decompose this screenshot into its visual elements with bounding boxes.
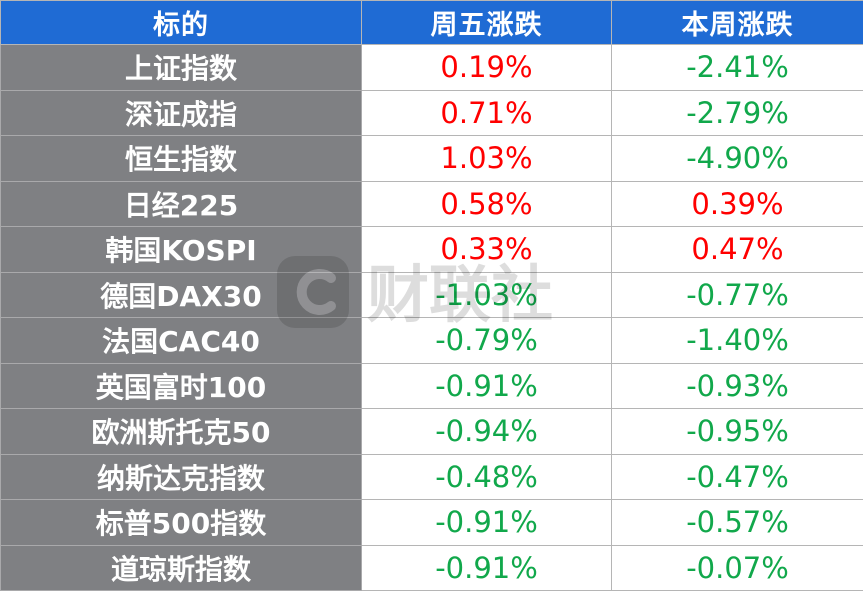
friday-change: 0.19%: [361, 44, 612, 91]
friday-change: 1.03%: [361, 135, 612, 182]
index-name: 英国富时100: [0, 362, 362, 409]
friday-change: 0.58%: [361, 180, 612, 227]
table-row: 韩国KOSPI 0.33% 0.47%: [0, 226, 863, 273]
friday-change: -1.03%: [361, 271, 612, 318]
header-week-change: 本周涨跌: [611, 0, 863, 45]
index-name: 深证成指: [0, 89, 362, 136]
friday-change: 0.71%: [361, 89, 612, 136]
week-change: -1.40%: [611, 317, 863, 364]
week-change: -2.79%: [611, 89, 863, 136]
table-header: 标的 周五涨跌 本周涨跌: [0, 0, 863, 45]
index-name: 法国CAC40: [0, 317, 362, 364]
index-name: 欧洲斯托克50: [0, 408, 362, 455]
table-row: 上证指数 0.19% -2.41%: [0, 44, 863, 91]
index-name: 标普500指数: [0, 499, 362, 546]
index-name: 纳斯达克指数: [0, 453, 362, 500]
index-name: 德国DAX30: [0, 271, 362, 318]
header-row: 标的 周五涨跌 本周涨跌: [0, 0, 863, 45]
index-name: 上证指数: [0, 44, 362, 91]
friday-change: -0.79%: [361, 317, 612, 364]
friday-change: -0.48%: [361, 453, 612, 500]
index-name: 恒生指数: [0, 135, 362, 182]
header-name: 标的: [0, 0, 362, 45]
week-change: -0.93%: [611, 362, 863, 409]
week-change: -2.41%: [611, 44, 863, 91]
index-name: 韩国KOSPI: [0, 226, 362, 273]
table-row: 欧洲斯托克50 -0.94% -0.95%: [0, 408, 863, 455]
week-change: 0.39%: [611, 180, 863, 227]
friday-change: 0.33%: [361, 226, 612, 273]
friday-change: -0.91%: [361, 362, 612, 409]
table-row: 恒生指数 1.03% -4.90%: [0, 135, 863, 182]
table-row: 德国DAX30 -1.03% -0.77%: [0, 271, 863, 318]
week-change: -4.90%: [611, 135, 863, 182]
header-friday-change: 周五涨跌: [361, 0, 612, 45]
table-row: 英国富时100 -0.91% -0.93%: [0, 362, 863, 409]
week-change: -0.95%: [611, 408, 863, 455]
index-name: 道琼斯指数: [0, 544, 362, 591]
table-row: 日经225 0.58% 0.39%: [0, 180, 863, 227]
friday-change: -0.91%: [361, 499, 612, 546]
week-change: -0.77%: [611, 271, 863, 318]
table-row: 深证成指 0.71% -2.79%: [0, 89, 863, 136]
table-row: 标普500指数 -0.91% -0.57%: [0, 499, 863, 546]
friday-change: -0.94%: [361, 408, 612, 455]
table-row: 道琼斯指数 -0.91% -0.07%: [0, 544, 863, 591]
index-name: 日经225: [0, 180, 362, 227]
week-change: -0.47%: [611, 453, 863, 500]
week-change: -0.57%: [611, 499, 863, 546]
table-row: 纳斯达克指数 -0.48% -0.47%: [0, 453, 863, 500]
friday-change: -0.91%: [361, 544, 612, 591]
table-row: 法国CAC40 -0.79% -1.40%: [0, 317, 863, 364]
week-change: -0.07%: [611, 544, 863, 591]
week-change: 0.47%: [611, 226, 863, 273]
table-body: 上证指数 0.19% -2.41% 深证成指 0.71% -2.79% 恒生指数…: [0, 44, 863, 591]
